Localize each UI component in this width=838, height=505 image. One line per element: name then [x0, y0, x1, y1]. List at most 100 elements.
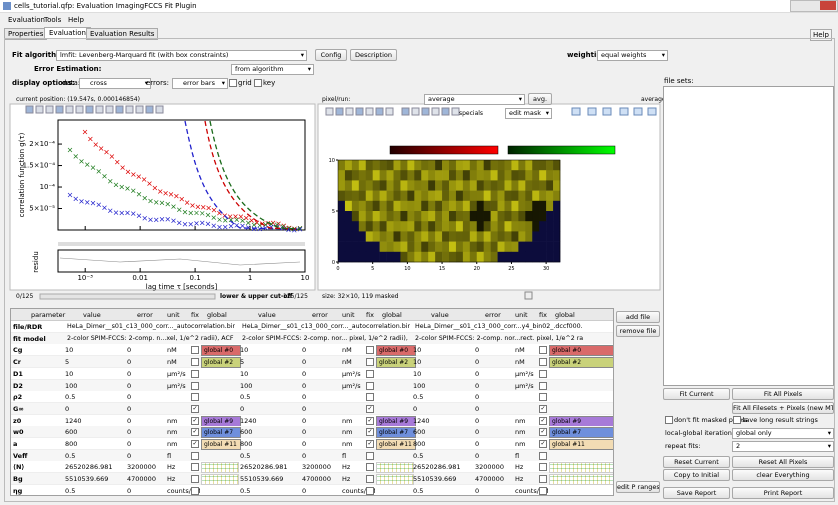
file-name[interactable]: HeLa_Dimer__s01_c13_000_corr...y4_bin02_…	[415, 323, 583, 330]
param-error[interactable]: 4700000	[127, 475, 156, 484]
fix-checkbox[interactable]: ✓	[366, 416, 374, 425]
fix-checkbox[interactable]: ✓	[191, 416, 199, 425]
param-value[interactable]: 26520286.981	[413, 463, 461, 472]
fix-checkbox[interactable]: ✓	[539, 416, 547, 425]
fit-current-button[interactable]: Fit Current	[663, 388, 730, 400]
checkbox[interactable]	[665, 416, 673, 424]
fix-checkbox[interactable]: ✓	[539, 440, 547, 448]
param-error[interactable]: 0	[302, 404, 307, 413]
fit-all-filesets-button[interactable]: Fit All Filesets + Pixels (new MT)	[732, 402, 834, 414]
param-error[interactable]: 0	[127, 358, 132, 367]
fix-checkbox[interactable]	[191, 381, 199, 390]
param-value[interactable]: 10	[413, 358, 422, 367]
fix-checkbox[interactable]	[191, 358, 199, 367]
param-value[interactable]: 26520286.981	[65, 463, 113, 472]
param-error[interactable]: 0	[302, 440, 307, 448]
param-value[interactable]: 600	[413, 428, 426, 437]
algorithm-combo[interactable]: lmfit: Levenberg-Marquard fit (with box …	[56, 50, 307, 61]
param-error[interactable]: 0	[475, 486, 480, 495]
fix-checkbox[interactable]: ✓	[366, 428, 374, 437]
param-value[interactable]: 1240	[65, 416, 82, 425]
fix-checkbox[interactable]	[366, 369, 374, 378]
param-value[interactable]: 0.5	[65, 451, 76, 460]
param-error[interactable]: 0	[127, 486, 132, 495]
param-error[interactable]: 0	[475, 404, 480, 413]
param-error[interactable]: 0	[475, 440, 480, 448]
param-error[interactable]: 0	[475, 428, 480, 437]
weighting-combo[interactable]: equal weights	[597, 50, 668, 61]
param-error[interactable]: 0	[302, 369, 307, 378]
fix-checkbox[interactable]	[366, 463, 374, 472]
param-value[interactable]: 600	[240, 428, 253, 437]
param-value[interactable]: 0	[65, 404, 70, 413]
menu-item[interactable]: Tools	[44, 16, 62, 24]
param-error[interactable]: 0	[302, 358, 307, 367]
repeat-spin[interactable]: 2	[732, 441, 834, 452]
fix-checkbox[interactable]: ✓	[191, 404, 199, 413]
global-tag[interactable]	[549, 474, 613, 486]
fix-checkbox[interactable]	[366, 358, 374, 367]
model-name[interactable]: 2-color SPIM-FCCS: 2-comp. nor... pixel,…	[242, 334, 410, 342]
param-error[interactable]: 3200000	[475, 463, 504, 472]
fix-checkbox[interactable]	[191, 393, 199, 402]
fix-checkbox[interactable]	[366, 346, 374, 355]
global-tag[interactable]: global #11	[376, 439, 416, 450]
global-tag[interactable]: global #2	[376, 357, 416, 369]
menu-item[interactable]: Evaluation	[8, 16, 45, 24]
param-value[interactable]: 100	[413, 381, 426, 390]
global-tag[interactable]	[201, 462, 239, 474]
param-value[interactable]: 0.5	[413, 486, 424, 495]
fix-checkbox[interactable]	[366, 475, 374, 484]
model-name[interactable]: 2-color SPIM-FCCS: 2-comp. nor...rect. p…	[415, 334, 583, 342]
fix-checkbox[interactable]	[539, 358, 547, 367]
global-tag[interactable]	[201, 474, 239, 486]
fix-checkbox[interactable]: ✓	[191, 428, 199, 437]
fix-checkbox[interactable]	[191, 475, 199, 484]
global-tag[interactable]: global #9	[549, 415, 613, 427]
fix-checkbox[interactable]	[539, 369, 547, 378]
param-error[interactable]: 3200000	[127, 463, 156, 472]
remove-file-button[interactable]: remove file	[616, 325, 660, 337]
close-button[interactable]	[820, 1, 836, 10]
param-error[interactable]: 0	[302, 381, 307, 390]
file-set-list[interactable]	[663, 86, 834, 386]
global-tag[interactable]	[376, 474, 414, 486]
mask-combo[interactable]: edit mask	[505, 108, 552, 119]
description-button[interactable]: Description	[350, 49, 397, 61]
param-error[interactable]: 0	[127, 440, 132, 448]
param-error[interactable]: 0	[475, 451, 480, 460]
param-error[interactable]: 0	[475, 369, 480, 378]
param-value[interactable]: 10	[240, 346, 249, 355]
fix-checkbox[interactable]: ✓	[366, 404, 374, 413]
param-error[interactable]: 4700000	[475, 475, 504, 484]
errors-combo[interactable]: error bars	[172, 78, 228, 89]
param-error[interactable]: 0	[127, 404, 132, 413]
param-value[interactable]: 10	[240, 369, 249, 378]
run-combo[interactable]: average	[424, 94, 525, 105]
global-tag[interactable]: global #11	[549, 439, 613, 450]
param-value[interactable]: 0.5	[65, 393, 76, 402]
global-tag[interactable]: global #7	[549, 427, 613, 439]
param-value[interactable]: 0	[413, 404, 418, 413]
param-value[interactable]: 5510539.669	[413, 475, 457, 484]
copy-initial-button[interactable]: Copy to Initial	[663, 469, 730, 481]
global-tag[interactable]: global #7	[201, 427, 241, 439]
param-error[interactable]: 0	[475, 381, 480, 390]
param-value[interactable]: 100	[65, 381, 78, 390]
fix-checkbox[interactable]	[539, 346, 547, 355]
fix-checkbox[interactable]	[366, 451, 374, 460]
menu-item[interactable]: Help	[68, 16, 84, 24]
clear-button[interactable]: clear Everything	[732, 469, 834, 481]
global-tag[interactable]: global #0	[201, 345, 241, 357]
param-value[interactable]: 26520286.981	[240, 463, 288, 472]
fix-checkbox[interactable]	[366, 381, 374, 390]
reset-current-button[interactable]: Reset Current	[663, 456, 730, 468]
fix-checkbox[interactable]	[539, 486, 547, 495]
fix-checkbox[interactable]	[191, 463, 199, 472]
param-value[interactable]: 5	[65, 358, 70, 367]
iterations-combo[interactable]: global only	[732, 428, 834, 439]
global-tag[interactable]: global #11	[201, 439, 241, 450]
param-error[interactable]: 0	[302, 428, 307, 437]
param-value[interactable]: 800	[65, 440, 78, 448]
fix-checkbox[interactable]	[539, 393, 547, 402]
